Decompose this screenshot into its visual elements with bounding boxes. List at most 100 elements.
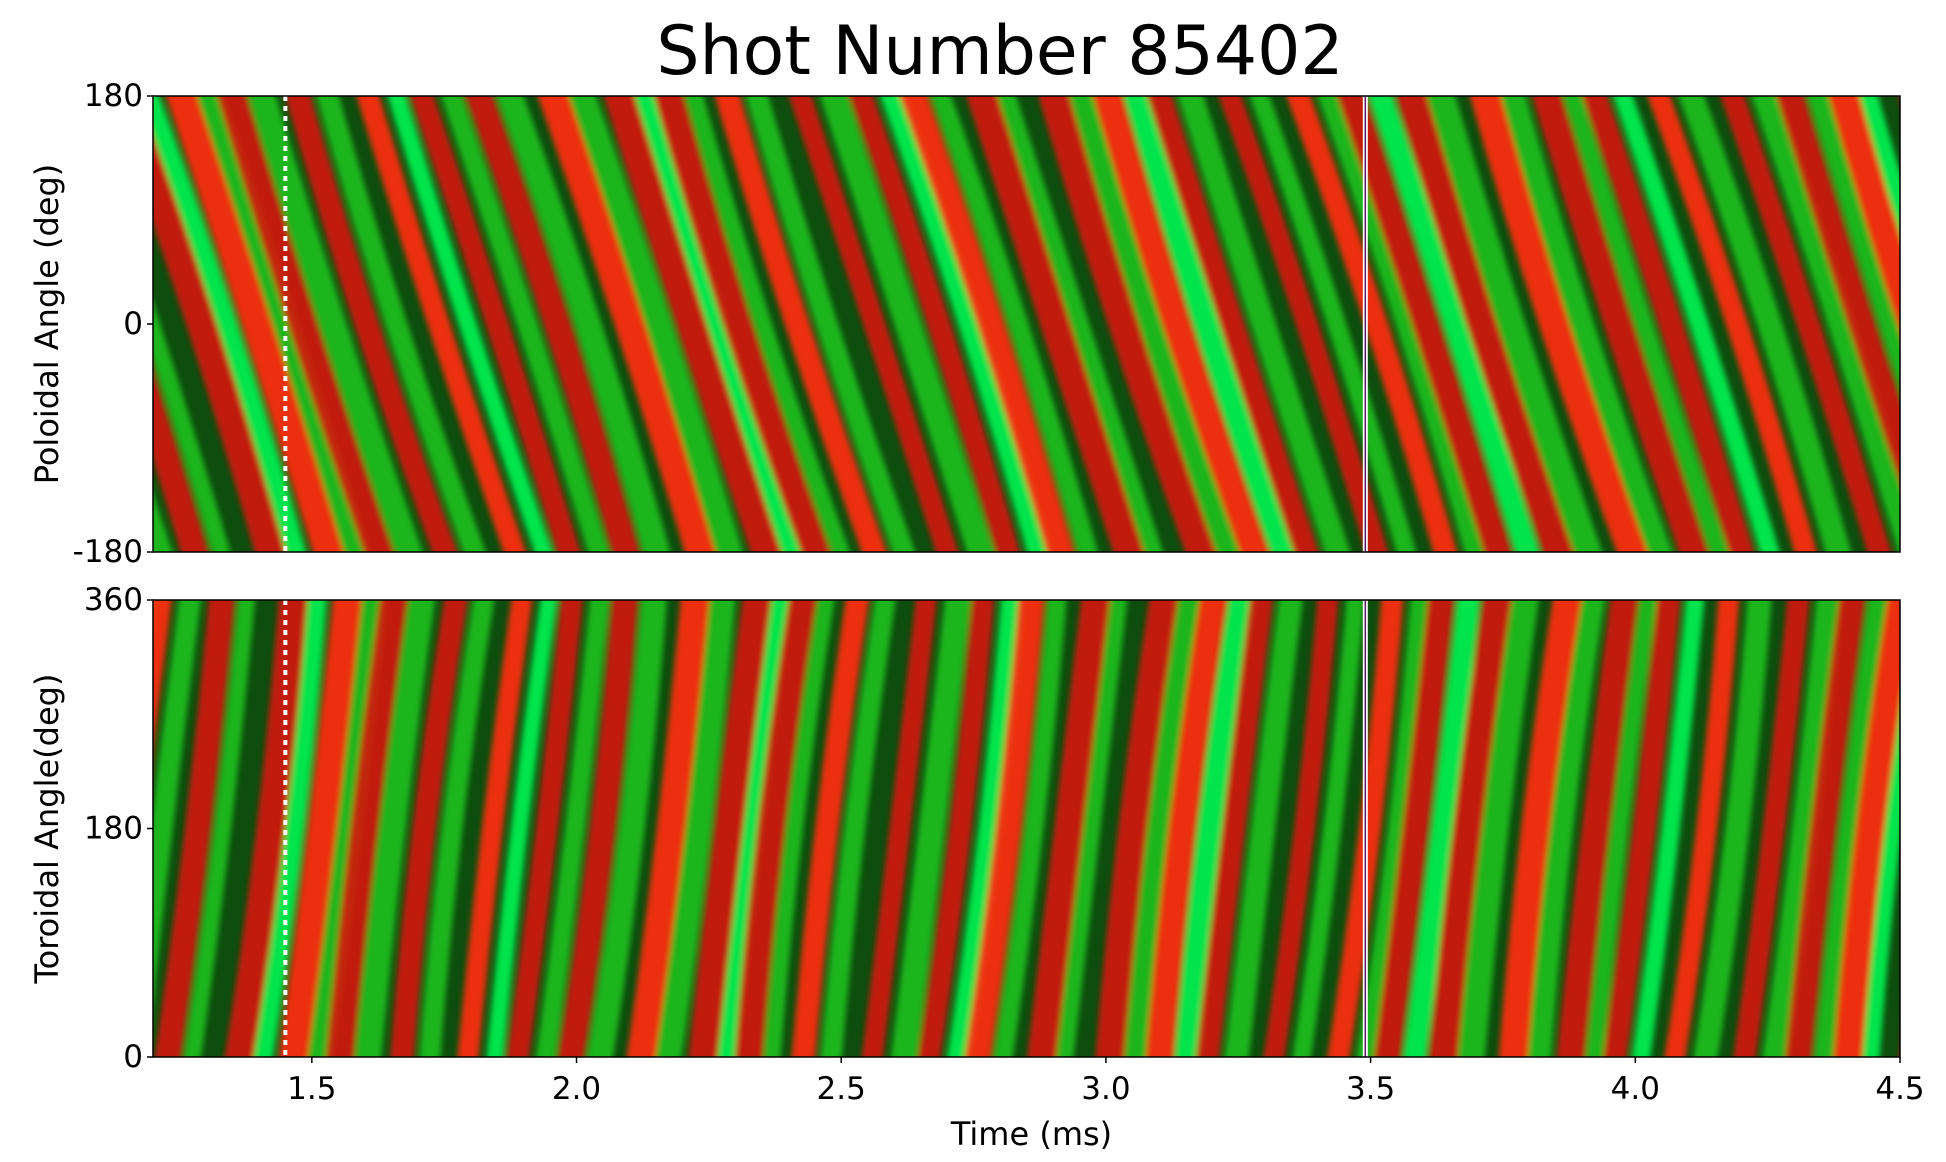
stripe-red bbox=[1092, 96, 1270, 552]
stripe-red bbox=[465, 96, 640, 552]
stripe-green bbox=[890, 600, 972, 1057]
stripe-green bbox=[947, 600, 1027, 1057]
stripe-red bbox=[457, 600, 533, 1057]
stripe-green bbox=[763, 600, 835, 1057]
stripe-red bbox=[788, 96, 959, 552]
stripe-green bbox=[354, 600, 436, 1057]
y-tick-label: 0 bbox=[123, 1039, 143, 1075]
stripe-red bbox=[154, 600, 235, 1057]
x-tick-label: 3.0 bbox=[1081, 1071, 1130, 1107]
stripe-green bbox=[535, 600, 610, 1057]
stripe-red bbox=[603, 96, 784, 552]
stripe-red bbox=[325, 600, 408, 1057]
stripe-red bbox=[224, 600, 309, 1057]
stripe-red bbox=[1195, 600, 1274, 1057]
stripe-green bbox=[316, 96, 486, 552]
y-tick-label: 180 bbox=[84, 78, 143, 114]
stripe-red bbox=[1664, 600, 1740, 1057]
toroidal-panel: 0 180 360 Toroidal Angle(deg) 1.5 2.0 2.5 3.0 3.… bbox=[0, 582, 1946, 1153]
stripe-red bbox=[1218, 96, 1389, 552]
stripe-green bbox=[153, 301, 231, 552]
stripe-green bbox=[1862, 708, 1900, 1057]
stripe-green bbox=[993, 600, 1067, 1057]
stripe-green bbox=[247, 96, 423, 552]
x-tick-label: 1.5 bbox=[287, 1071, 336, 1107]
stripe-red bbox=[688, 600, 774, 1057]
heatmap-field bbox=[0, 91, 1900, 557]
stripe-red bbox=[1095, 600, 1181, 1057]
stripe-red bbox=[216, 96, 394, 552]
stripe-green bbox=[153, 493, 173, 552]
y-tick-label: -180 bbox=[73, 534, 143, 570]
stripe-green bbox=[1249, 96, 1417, 552]
stripe-red bbox=[558, 600, 639, 1057]
stripe-green bbox=[496, 96, 671, 552]
stripe-green bbox=[440, 96, 610, 552]
stripe-green bbox=[1585, 600, 1658, 1057]
y-tick-label: 180 bbox=[84, 811, 143, 847]
stripe-green bbox=[1402, 600, 1481, 1057]
stripe-green bbox=[568, 96, 743, 552]
stripe-green bbox=[745, 96, 916, 552]
stripe-red bbox=[409, 96, 581, 552]
stripe-green bbox=[880, 96, 1054, 552]
stripe-red bbox=[1582, 96, 1755, 552]
stripe-green bbox=[1693, 600, 1772, 1057]
stripe-green bbox=[183, 600, 255, 1057]
x-tick-label: 4.5 bbox=[1875, 1071, 1924, 1107]
stripe-red bbox=[626, 600, 711, 1057]
stripe-red bbox=[1146, 96, 1319, 552]
stripe-green bbox=[1562, 96, 1729, 552]
y-axis-label: Poloidal Angle (deg) bbox=[28, 164, 66, 485]
stripe-green bbox=[1317, 96, 1484, 552]
stripe-green bbox=[1224, 600, 1303, 1057]
stripe-green bbox=[587, 600, 667, 1057]
stripe-green bbox=[153, 96, 307, 552]
stripe-green bbox=[655, 600, 736, 1057]
stripe-red bbox=[1469, 96, 1650, 552]
stripe-green bbox=[819, 96, 995, 552]
stripe-green bbox=[1069, 96, 1240, 552]
stripe-red bbox=[1038, 96, 1218, 552]
stripe-red bbox=[1498, 600, 1584, 1057]
stripe-green bbox=[0, 595, 22, 1062]
stripe-red bbox=[653, 96, 831, 552]
stripe-green bbox=[684, 96, 851, 552]
stripe-green bbox=[1500, 96, 1673, 552]
stripe-green bbox=[1807, 96, 1900, 391]
stripe-red bbox=[0, 91, 143, 557]
stripe-red bbox=[1647, 96, 1818, 552]
stripe-red bbox=[964, 600, 1045, 1057]
stripe-red bbox=[1286, 96, 1458, 552]
stripe-red bbox=[966, 96, 1145, 552]
stripe-green bbox=[1762, 600, 1844, 1057]
stripe-red bbox=[165, 96, 346, 552]
stripe-green bbox=[1527, 600, 1605, 1057]
heatmap-field bbox=[0, 595, 1946, 1062]
stripe-red bbox=[1828, 96, 1900, 334]
stripe-red bbox=[734, 600, 817, 1057]
y-tick-label: 360 bbox=[84, 582, 143, 618]
stripe-green bbox=[1426, 96, 1603, 552]
stripe-green bbox=[1929, 595, 1946, 1062]
y-axis-label: Toroidal Angle(deg) bbox=[28, 674, 66, 985]
stripe-green bbox=[1457, 600, 1539, 1057]
stripe-red bbox=[0, 595, 3, 1062]
stripe-red bbox=[791, 600, 870, 1057]
x-tick-label: 3.5 bbox=[1346, 1071, 1395, 1107]
stripe-green bbox=[1859, 96, 1900, 235]
stripe-green bbox=[1613, 96, 1780, 552]
stripe-green bbox=[820, 600, 896, 1057]
stripe-green bbox=[153, 600, 202, 1004]
stripe-green bbox=[1174, 600, 1256, 1057]
stripe-red bbox=[918, 600, 995, 1057]
stripe-red bbox=[1395, 96, 1575, 552]
stripe-green bbox=[1177, 96, 1351, 552]
stripe-green bbox=[387, 96, 553, 552]
poloidal-panel: -180 0 180 Poloidal Angle (deg) bbox=[0, 78, 1901, 570]
stripe-green bbox=[1124, 600, 1201, 1057]
stripe-red bbox=[1531, 96, 1709, 552]
stripe-red bbox=[506, 600, 583, 1057]
x-tick-label: 2.0 bbox=[552, 1071, 601, 1107]
